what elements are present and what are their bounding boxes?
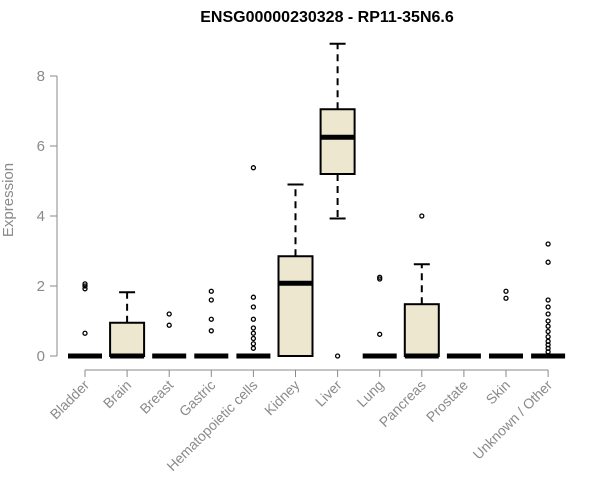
outlier-point	[208, 297, 214, 303]
outlier-point	[250, 304, 257, 310]
outlier-point	[545, 241, 551, 247]
outlier-point	[545, 334, 551, 340]
box-lung	[362, 274, 397, 359]
outlier-point	[250, 341, 257, 347]
x-tick-label: Pancreas	[376, 377, 429, 430]
outlier-point	[250, 294, 257, 300]
box-brain	[109, 291, 146, 359]
outlier-point	[377, 276, 383, 282]
outlier-point	[250, 330, 257, 336]
outlier-point	[250, 335, 257, 342]
box-breast	[152, 311, 187, 359]
outlier-point	[545, 328, 551, 335]
outlier-point	[82, 281, 88, 287]
outlier-point	[545, 297, 551, 303]
box-bladder	[68, 281, 102, 359]
box-gastric	[194, 288, 229, 359]
box-iqr	[319, 108, 356, 175]
outlier-point	[545, 311, 551, 317]
outlier-point	[545, 323, 551, 329]
outlier-point	[208, 328, 214, 334]
outlier-point	[250, 345, 257, 351]
box-hematopoietic-cells	[236, 165, 271, 359]
box-pancreas	[403, 213, 440, 359]
outlier-point	[250, 165, 257, 171]
outlier-point	[166, 322, 172, 328]
y-tick-label: 6	[37, 138, 45, 155]
x-tick-label: Bladder	[47, 377, 93, 423]
outlier-point	[82, 283, 88, 289]
outlier-point	[377, 274, 383, 280]
y-axis-label: Expression	[0, 163, 17, 237]
outlier-point	[545, 304, 551, 310]
box-kidney	[277, 183, 314, 357]
box-unknown-other	[531, 241, 566, 359]
outlier-point	[545, 259, 551, 265]
x-tick-label: Prostate	[423, 377, 471, 425]
box-skin	[489, 288, 523, 359]
y-axis: 0 2 4 6 8	[37, 68, 58, 365]
y-tick-label: 0	[37, 348, 45, 365]
outlier-point	[545, 318, 551, 324]
outlier-point	[166, 311, 172, 317]
outlier-point	[503, 295, 509, 301]
chart-title: ENSG00000230328 - RP11-35N6.6	[200, 9, 454, 26]
outlier-point	[208, 288, 214, 294]
x-tick-label: Breast	[136, 377, 176, 417]
boxes-group	[68, 42, 566, 359]
x-tick-label: Lung	[353, 377, 386, 410]
outlier-point	[250, 325, 257, 331]
box-iqr	[277, 255, 314, 357]
box-liver	[319, 42, 356, 359]
box-iqr	[109, 321, 146, 357]
outlier-point	[82, 286, 88, 292]
outlier-point	[250, 316, 257, 322]
outlier-point	[419, 213, 425, 219]
y-tick-label: 4	[37, 208, 45, 225]
x-tick-label: Skin	[483, 377, 514, 408]
outlier-point	[545, 338, 551, 344]
outlier-point	[377, 331, 383, 337]
x-tick-label: Kidney	[261, 377, 303, 419]
box-iqr	[403, 303, 440, 358]
x-tick-label: Brain	[100, 377, 134, 411]
y-tick-label: 8	[37, 68, 45, 85]
outlier-point	[334, 353, 341, 359]
outlier-point	[82, 330, 88, 336]
outlier-point	[208, 316, 214, 322]
x-tick-label: Liver	[312, 377, 345, 410]
x-tick-label: Unknown / Other	[470, 377, 556, 463]
y-tick-label: 2	[37, 278, 45, 295]
outlier-point	[503, 288, 509, 294]
